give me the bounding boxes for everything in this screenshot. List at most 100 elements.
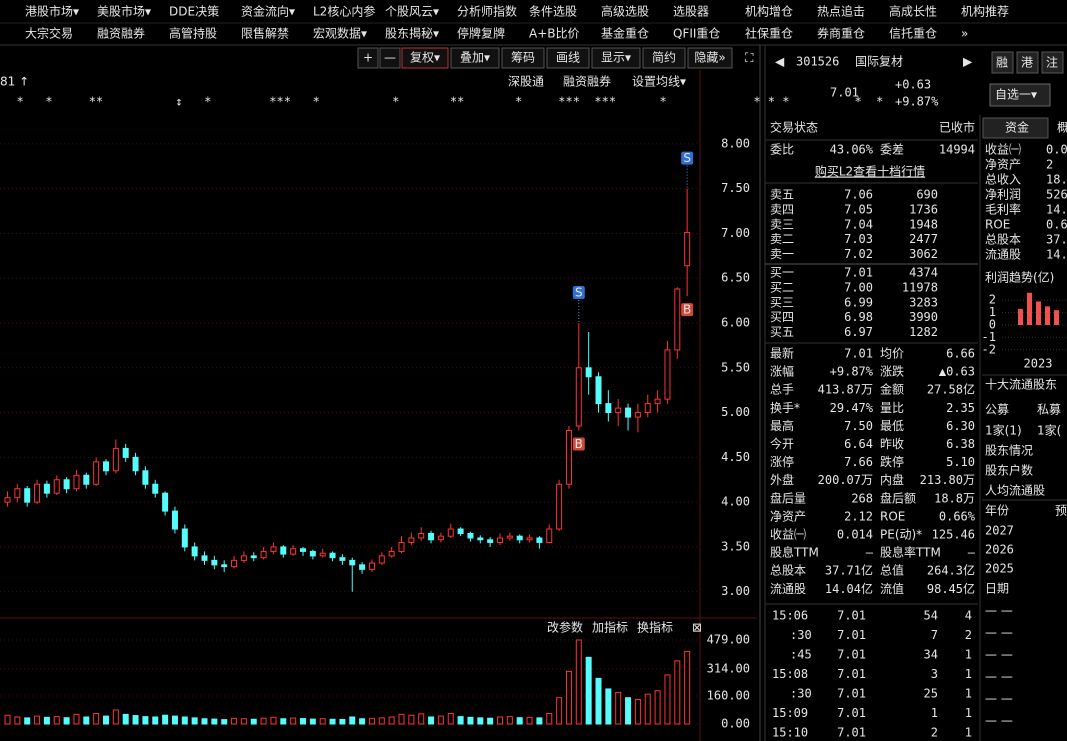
fin-label: 毛利率	[985, 202, 1021, 217]
menu-item[interactable]: 资金流向▾	[241, 4, 295, 19]
holder-type[interactable]: 公募	[985, 403, 1009, 417]
menu-item[interactable]: 港股市场▾	[25, 4, 79, 19]
toolbar-label[interactable]: +	[363, 51, 373, 65]
menu-item[interactable]: 个股风云▾	[385, 5, 439, 19]
toolbar-label[interactable]: —	[384, 51, 396, 65]
chart-link[interactable]: 深股通	[508, 75, 544, 89]
next-arrow[interactable]: ▶	[963, 55, 973, 69]
quote-button-label[interactable]: 港	[1021, 56, 1033, 70]
candle-body	[556, 483, 563, 530]
toolbar-button[interactable]	[357, 47, 379, 69]
event-marks: * * ** ↕ * *** * * ** * *** *** * * * * …	[2, 95, 883, 109]
volume-bar	[221, 719, 228, 725]
y-tick-label: 160.00	[707, 688, 750, 702]
stat-label: 今开	[770, 436, 794, 451]
menu-item[interactable]: 分析师指数	[457, 4, 517, 19]
toolbar-button[interactable]	[642, 47, 686, 69]
toolbar-label[interactable]: 叠加▾	[460, 51, 490, 65]
menu-item[interactable]: 停牌复牌	[457, 26, 505, 41]
holder-type[interactable]: 私募	[1037, 403, 1061, 417]
toolbar-label[interactable]: 隐藏»	[694, 51, 725, 65]
stat-label: 股息率TTM	[880, 545, 941, 560]
close-icon[interactable]: ⊠	[692, 621, 702, 635]
y-tick-label: 5.00	[721, 405, 750, 419]
tab-label[interactable]: 资金	[1005, 120, 1029, 135]
candle-body	[43, 483, 50, 494]
menu-item[interactable]: A+B比价	[529, 27, 580, 41]
menu-item[interactable]: 机构增仓	[745, 4, 793, 19]
prev-arrow[interactable]: ◀	[775, 55, 785, 69]
stat-value: 413.87万	[818, 383, 873, 397]
book-volume: 1282	[909, 325, 938, 339]
book-volume: 3283	[909, 295, 938, 309]
volume-bar	[309, 718, 316, 725]
quote-button-label[interactable]: 融	[996, 56, 1008, 70]
toolbar-label[interactable]: 筹码	[511, 51, 535, 65]
menu-item[interactable]: 社保重仓	[745, 26, 793, 41]
candle-body	[112, 447, 119, 472]
stat-label: 最低	[880, 419, 904, 433]
toolbar-button[interactable]	[687, 47, 733, 69]
stat-label: 股息TTM	[770, 545, 819, 560]
watch-label[interactable]: 自选一▾	[995, 88, 1037, 102]
trade-price: 7.01	[837, 667, 866, 681]
toolbar-label[interactable]: 简约	[652, 50, 676, 65]
toolbar-button[interactable]	[379, 47, 401, 69]
menu-item[interactable]: 美股市场▾	[97, 4, 151, 19]
menu-item[interactable]: 高管持股	[169, 26, 217, 41]
quote-button[interactable]	[991, 51, 1014, 74]
candle-body	[615, 407, 622, 414]
toolbar-label[interactable]: 画线	[556, 51, 580, 65]
quote-button[interactable]	[1041, 51, 1064, 74]
menu-item[interactable]: 股东揭秘▾	[385, 26, 439, 41]
volume-bar	[339, 718, 346, 725]
chart-link[interactable]: 设置均线▾	[632, 75, 686, 89]
toolbar-label[interactable]: 复权▾	[410, 51, 440, 65]
menu-item[interactable]: 高级选股	[601, 4, 649, 19]
menu-item[interactable]: 大宗交易	[25, 26, 73, 41]
menu-item[interactable]: 融资融券	[97, 26, 145, 41]
menu-item[interactable]: L2核心内参	[313, 4, 375, 19]
candle-body	[418, 532, 425, 539]
trade-count: 1	[965, 648, 972, 662]
volume-button[interactable]: 加指标	[592, 620, 628, 635]
menu-item[interactable]: 信托重仓	[889, 27, 937, 41]
menu-item[interactable]: 券商重仓	[817, 26, 865, 41]
volume-button[interactable]: 换指标	[637, 620, 673, 635]
tab[interactable]	[982, 117, 1049, 139]
dash: — —	[985, 692, 1013, 706]
tab-label[interactable]: 概	[1057, 121, 1067, 135]
l2-link[interactable]: 购买L2查看十档行情	[815, 164, 925, 179]
toolbar-button[interactable]	[501, 47, 545, 69]
candle-body	[506, 535, 513, 539]
menu-item[interactable]: 热点追击	[817, 4, 865, 19]
trade-volume: 54	[924, 609, 938, 623]
menu-item[interactable]: 选股器	[673, 5, 709, 19]
menu-item[interactable]: 基金重仓	[601, 26, 649, 41]
toolbar-button[interactable]	[401, 47, 449, 69]
candle-body	[142, 470, 149, 485]
toolbar-button[interactable]	[591, 47, 641, 69]
menu-item[interactable]: 高成长性	[889, 4, 937, 19]
candle-body	[4, 497, 11, 503]
menu-item[interactable]: QFII重仓	[673, 27, 720, 41]
menu-item[interactable]: 限售解禁	[241, 26, 289, 41]
candle-body	[654, 398, 661, 405]
volume-button[interactable]: 改参数	[547, 620, 583, 635]
chart-link[interactable]: 融资融券	[563, 74, 611, 89]
quote-button[interactable]	[1016, 51, 1039, 74]
menu-item[interactable]: DDE决策	[169, 5, 219, 19]
toolbar-button[interactable]	[546, 47, 590, 69]
menu-item[interactable]: 机构推荐	[961, 4, 1009, 19]
toolbar-label[interactable]: 显示▾	[601, 51, 631, 65]
menu-item[interactable]: 条件选股	[529, 5, 577, 19]
toolbar-button[interactable]	[450, 47, 500, 69]
menu-item[interactable]: »	[961, 27, 968, 41]
candle-body	[595, 376, 602, 405]
fullscreen-icon[interactable]: ⛶	[744, 51, 754, 65]
y-tick-label: 2	[989, 293, 996, 307]
quote-button-label[interactable]: 注	[1046, 55, 1058, 70]
menu-item[interactable]: 宏观数据▾	[313, 26, 367, 41]
watch-button[interactable]	[989, 83, 1051, 107]
